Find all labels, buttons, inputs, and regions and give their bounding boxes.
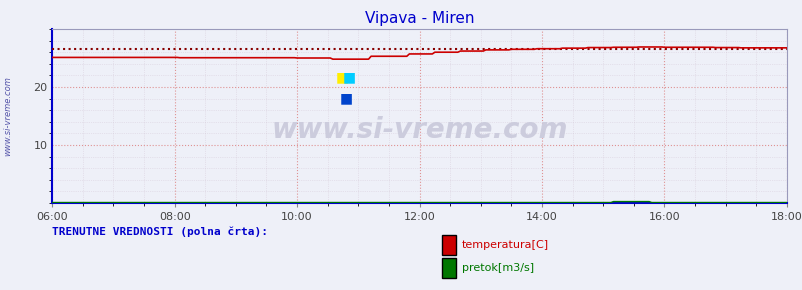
Text: pretok[m3/s]: pretok[m3/s] — [461, 263, 533, 273]
Text: www.si-vreme.com: www.si-vreme.com — [271, 116, 567, 144]
Title: Vipava - Miren: Vipava - Miren — [364, 11, 474, 26]
Text: ■: ■ — [339, 92, 352, 106]
Text: www.si-vreme.com: www.si-vreme.com — [3, 76, 13, 156]
Text: TRENUTNE VREDNOSTI (polna črta):: TRENUTNE VREDNOSTI (polna črta): — [52, 227, 268, 237]
Text: ■: ■ — [342, 71, 356, 85]
Text: ■: ■ — [335, 71, 349, 85]
Text: temperatura[C]: temperatura[C] — [461, 240, 548, 250]
